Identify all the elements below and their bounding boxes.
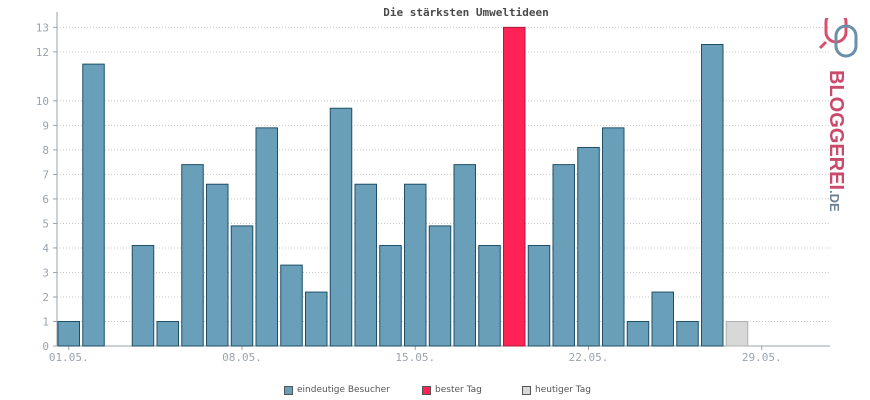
legend-swatch-visitors xyxy=(284,385,293,395)
bar xyxy=(57,320,80,347)
x-tick-label: 15.05. xyxy=(395,351,435,364)
y-tick-label: 0 xyxy=(42,340,49,353)
legend-swatch-today xyxy=(522,385,531,395)
y-tick-label: 6 xyxy=(42,193,49,206)
bar xyxy=(280,264,303,347)
bar-today xyxy=(725,320,749,347)
bar xyxy=(602,127,625,347)
legend: eindeutige Besucher bester Tag heutiger … xyxy=(0,385,870,399)
bar xyxy=(329,107,353,347)
y-tick-label: 3 xyxy=(42,266,49,279)
logo-text-suffix: .DE xyxy=(827,190,842,212)
y-tick-label: 10 xyxy=(36,95,49,108)
bar xyxy=(131,245,155,347)
bar xyxy=(428,225,452,347)
y-tick-label: 5 xyxy=(42,217,49,230)
y-tick-label: 2 xyxy=(42,291,49,304)
bar xyxy=(82,63,105,347)
x-tick-label: 08.05. xyxy=(222,351,262,364)
legend-label-today: heutiger Tag xyxy=(535,385,592,395)
bar xyxy=(404,183,427,347)
bar xyxy=(181,164,204,347)
bar xyxy=(626,320,650,347)
y-tick-label: 7 xyxy=(42,168,49,181)
bar xyxy=(206,183,229,347)
bar xyxy=(651,291,674,347)
y-tick-label: 8 xyxy=(42,144,49,157)
bar xyxy=(453,164,476,347)
logo-icon xyxy=(818,18,858,58)
logo-wordmark: BLOGGEREI .DE xyxy=(825,70,847,212)
legend-item-best-day: bester Tag xyxy=(422,385,482,395)
bar xyxy=(577,146,600,347)
bar-layer xyxy=(57,26,749,347)
bar xyxy=(305,291,328,347)
y-tick-label: 4 xyxy=(42,242,49,255)
bar xyxy=(527,245,551,347)
bar xyxy=(255,127,278,347)
bloggerei-logo: BLOGGEREI .DE xyxy=(818,18,858,212)
legend-label-best-day: bester Tag xyxy=(435,385,482,395)
y-tick-label: 12 xyxy=(36,46,49,59)
bar xyxy=(230,225,254,347)
bar xyxy=(156,320,179,347)
bar xyxy=(676,320,699,347)
y-tick-label: 9 xyxy=(42,119,49,132)
bar xyxy=(379,245,402,347)
legend-label-visitors: eindeutige Besucher xyxy=(297,385,390,395)
x-tick-label: 29.05. xyxy=(742,351,782,364)
chart-title: Die stärksten Umweltideen xyxy=(383,6,549,19)
legend-swatch-best-day xyxy=(422,385,431,395)
y-tick-label: 1 xyxy=(42,315,49,328)
logo-text-main: BLOGGEREI xyxy=(825,70,847,190)
bar xyxy=(701,44,724,347)
bar-best-day xyxy=(503,26,526,347)
x-tick-label: 01.05. xyxy=(49,351,89,364)
legend-item-today: heutiger Tag xyxy=(522,385,591,395)
y-tick-label: 13 xyxy=(36,21,49,34)
bar xyxy=(478,245,501,347)
bar xyxy=(354,183,377,347)
x-tick-label: 22.05. xyxy=(569,351,609,364)
bar xyxy=(552,164,575,347)
legend-item-visitors: eindeutige Besucher xyxy=(284,385,390,395)
